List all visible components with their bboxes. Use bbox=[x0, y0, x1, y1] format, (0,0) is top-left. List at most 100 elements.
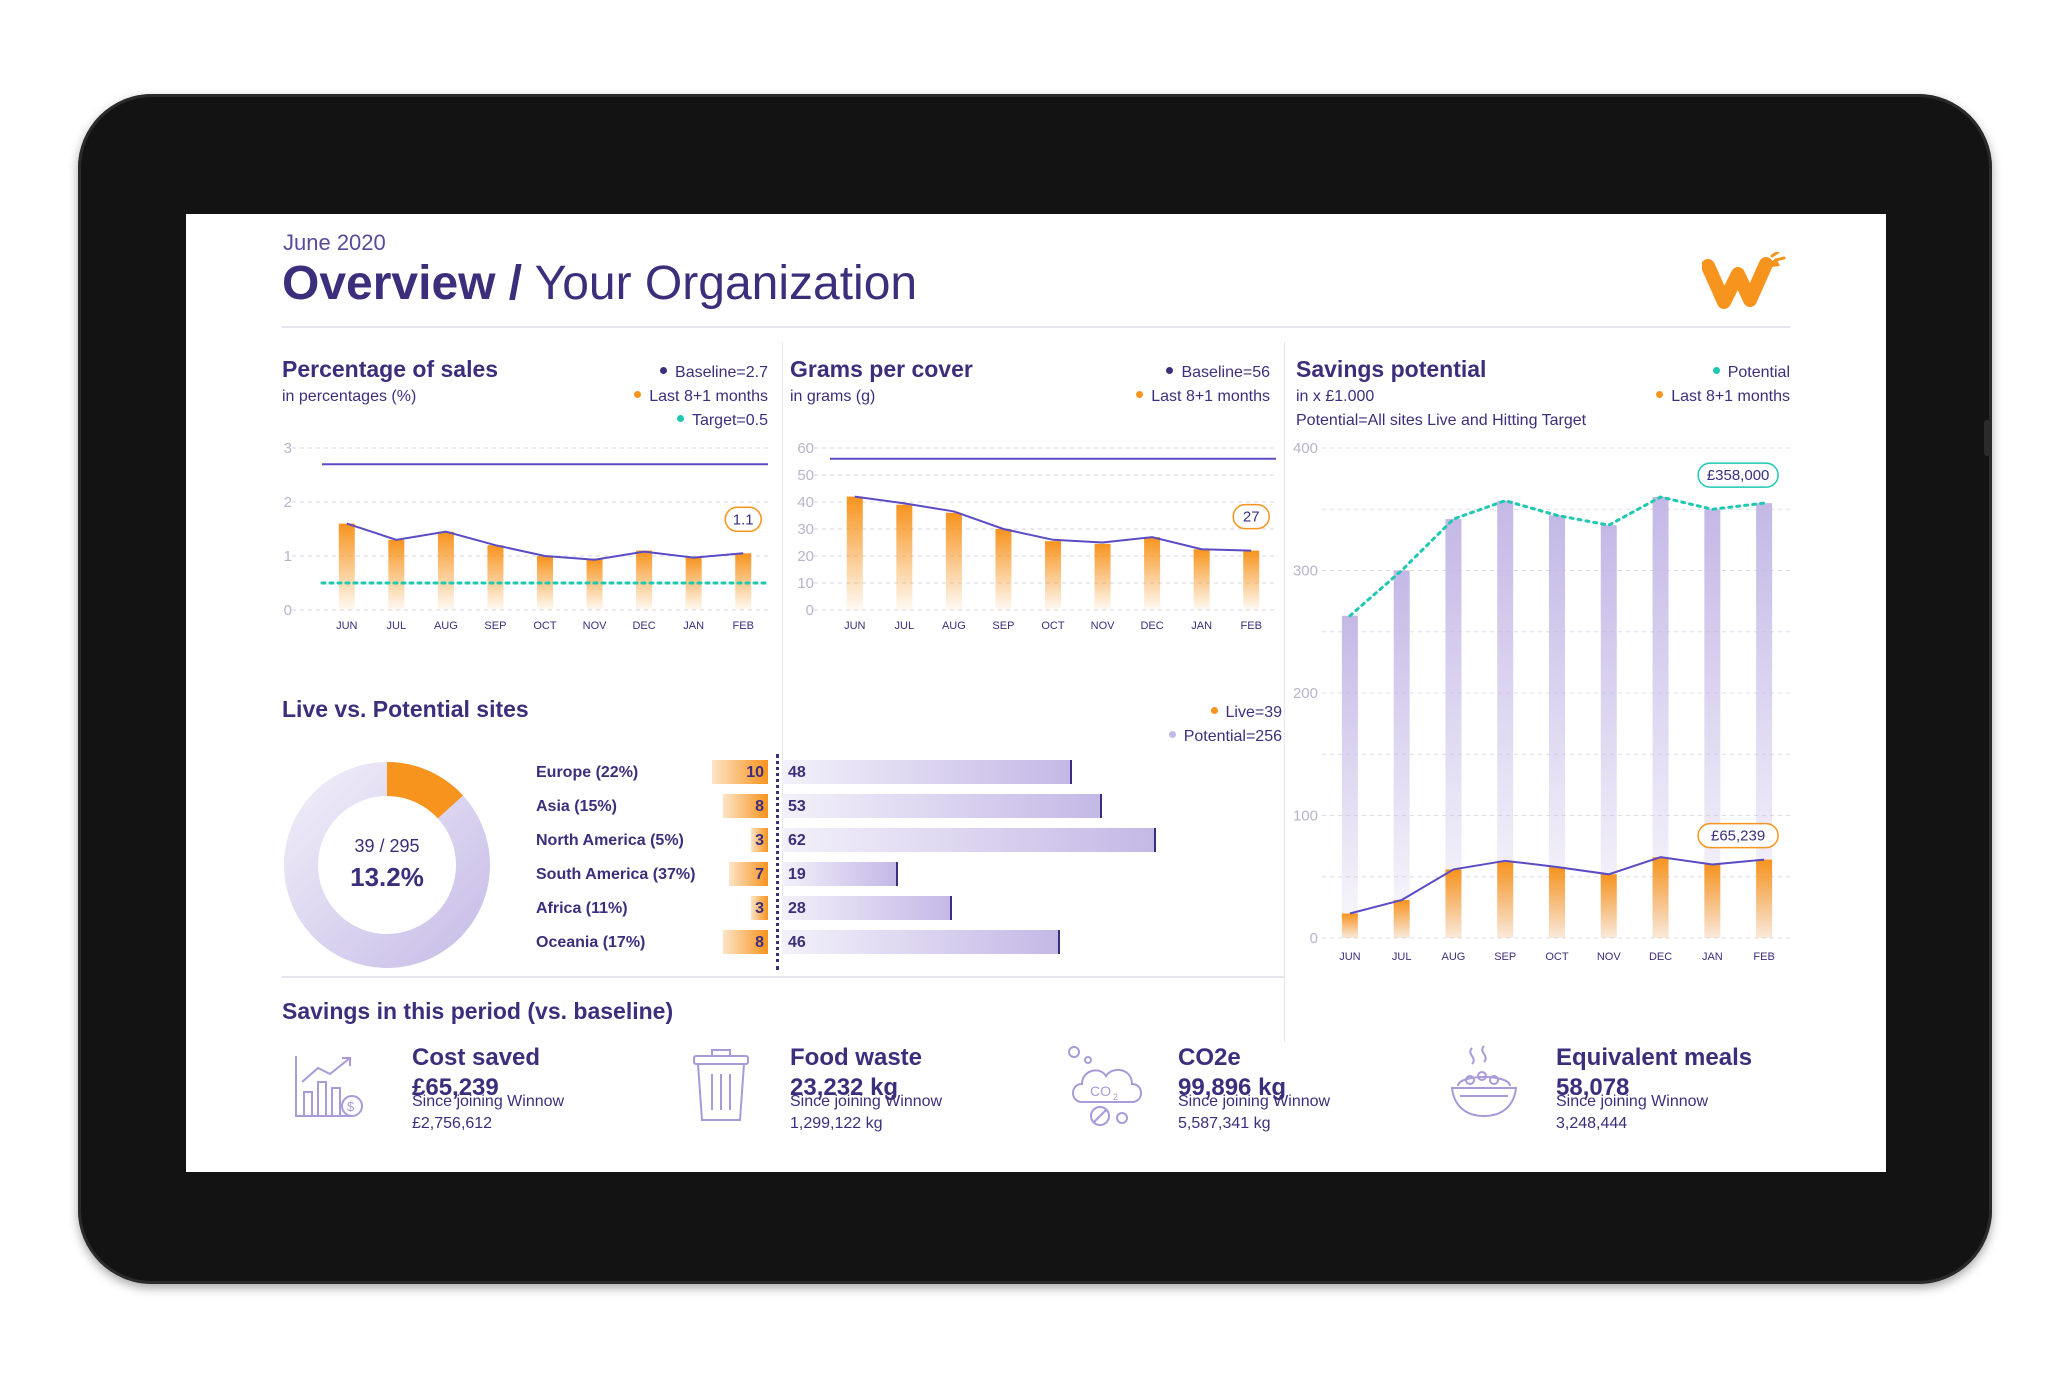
potential-value: 48 bbox=[788, 764, 806, 781]
legend-dot-icon bbox=[660, 367, 668, 375]
actual-bar bbox=[1652, 857, 1669, 938]
page-title-light: Your Organization bbox=[534, 257, 918, 310]
x-tick-label: NOV bbox=[1091, 620, 1116, 632]
logo-icon bbox=[1701, 250, 1786, 312]
x-tick-label: DEC bbox=[1649, 951, 1672, 963]
kpi-co2e: CO 2 CO2e 99,896 kg Since joining Winnow … bbox=[1066, 1044, 1446, 1154]
x-tick-label: SEP bbox=[992, 620, 1014, 632]
y-tick-label: 30 bbox=[797, 521, 814, 538]
y-tick-label: 200 bbox=[1293, 685, 1318, 702]
y-tick-label: 0 bbox=[284, 602, 292, 619]
header-divider bbox=[282, 326, 1790, 328]
kpi-cost-title: Cost saved bbox=[412, 1044, 541, 1071]
svg-text:CO: CO bbox=[1090, 1083, 1111, 1099]
savings-chart: 0 100 200 300 400 JUN JUL AUG SEP OCT NOV DEC JAN FEB… bbox=[1293, 442, 1790, 963]
potential-pill-label: £358,000 bbox=[1707, 467, 1770, 484]
kpi-co2-value: 99,896 kg bbox=[1178, 1074, 1287, 1101]
y-tick-label: 20 bbox=[797, 548, 814, 565]
live-bar bbox=[751, 828, 768, 852]
grams-subtitle: in grams (g) bbox=[790, 388, 876, 405]
bar bbox=[388, 539, 405, 610]
x-tick-label: AUG bbox=[434, 620, 458, 632]
bar bbox=[896, 504, 913, 610]
y-tick-label: 3 bbox=[284, 442, 292, 457]
sites-row: North America (5%) 3 62 bbox=[536, 828, 1276, 854]
bin-icon bbox=[693, 1049, 749, 1121]
potential-bar bbox=[782, 862, 898, 886]
x-tick-label: SEP bbox=[1494, 951, 1516, 963]
potential-value: 53 bbox=[788, 798, 806, 815]
kpi-cost-since: Since joining Winnow bbox=[412, 1093, 565, 1110]
savings-note: Potential=All sites Live and Hitting Tar… bbox=[1296, 412, 1587, 429]
y-tick-label: 400 bbox=[1293, 442, 1318, 457]
bar bbox=[1144, 537, 1161, 610]
kpi-cost-saved: $ Cost saved £65,239 Since joining Winno… bbox=[282, 1044, 662, 1154]
y-tick-label: 100 bbox=[1293, 808, 1318, 825]
kpi-waste-since: Since joining Winnow bbox=[790, 1093, 943, 1110]
svg-text:2: 2 bbox=[1113, 1092, 1118, 1102]
x-tick-label: DEC bbox=[1140, 620, 1163, 632]
sites-divider bbox=[282, 976, 1284, 978]
panel-divider-1 bbox=[782, 342, 783, 902]
savings-period-title: Savings in this period (vs. baseline) bbox=[282, 998, 674, 1024]
live-bar bbox=[728, 862, 768, 886]
potential-bar bbox=[782, 930, 1060, 954]
page-title: Overview / Your Organization bbox=[282, 256, 917, 312]
actual-line bbox=[1349, 856, 1765, 915]
y-tick-label: 2 bbox=[284, 494, 292, 511]
legend-dot-icon bbox=[1136, 391, 1144, 399]
savings-legend-last: Last 8+1 months bbox=[1656, 388, 1790, 406]
potential-value: 62 bbox=[788, 832, 806, 849]
x-tick-label: JAN bbox=[683, 620, 704, 632]
kpi-food-waste: Food waste 23,232 kg Since joining Winno… bbox=[686, 1044, 1066, 1154]
page-title-bold: Overview / bbox=[282, 257, 523, 310]
live-bar bbox=[723, 930, 768, 954]
x-tick-label: JUN bbox=[844, 620, 865, 632]
x-tick-label: AUG bbox=[1442, 951, 1466, 963]
legend-dot-icon bbox=[676, 415, 684, 423]
potential-bar bbox=[1341, 615, 1358, 938]
bar bbox=[437, 531, 454, 610]
x-tick-label: SEP bbox=[484, 620, 506, 632]
kpi-cost-value: £65,239 bbox=[412, 1074, 499, 1101]
pct-sales-legend-baseline: Baseline=2.7 bbox=[660, 364, 768, 382]
live-value: 8 bbox=[755, 934, 764, 951]
svg-text:$: $ bbox=[347, 1099, 355, 1114]
sites-row-label: Oceania (17%) bbox=[536, 934, 646, 951]
potential-bar bbox=[1652, 497, 1669, 938]
potential-pill bbox=[1697, 462, 1779, 488]
bar bbox=[945, 512, 962, 610]
trend-line bbox=[346, 522, 744, 561]
x-tick-label: FEB bbox=[733, 620, 754, 632]
kpi-meals-total: 3,248,444 bbox=[1556, 1115, 1628, 1132]
live-value: 3 bbox=[755, 832, 764, 849]
x-tick-label: JUN bbox=[336, 620, 357, 632]
potential-bar bbox=[782, 794, 1102, 818]
value-pill-label: 1.1 bbox=[733, 511, 754, 528]
grams-legend-last: Last 8+1 months bbox=[1136, 388, 1270, 406]
bar bbox=[1193, 549, 1210, 610]
legend-dot-icon bbox=[1656, 391, 1664, 399]
actual-bar bbox=[1756, 859, 1773, 938]
bar bbox=[995, 529, 1012, 610]
x-tick-label: AUG bbox=[942, 620, 966, 632]
sites-title: Live vs. Potential sites bbox=[282, 696, 529, 722]
y-tick-label: 300 bbox=[1293, 563, 1318, 580]
potential-bar bbox=[1600, 525, 1617, 938]
live-value: 7 bbox=[755, 866, 764, 883]
actual-bar bbox=[1393, 900, 1410, 938]
y-tick-label: 0 bbox=[806, 602, 814, 619]
potential-bar bbox=[1497, 500, 1514, 938]
actual-bar bbox=[1704, 864, 1721, 938]
legend-dot-icon bbox=[1712, 367, 1720, 375]
period-label: June 2020 bbox=[283, 230, 386, 255]
dashboard-screen: June 2020 Overview / Your Organization P… bbox=[186, 214, 1886, 1172]
sites-row: Africa (11%) 3 28 bbox=[536, 896, 1276, 922]
sites-legend-potential: Potential=256 bbox=[1168, 728, 1282, 746]
bar bbox=[1045, 541, 1061, 610]
bar bbox=[1243, 550, 1260, 610]
y-tick-label: 10 bbox=[797, 575, 814, 592]
actual-bar bbox=[1445, 869, 1462, 938]
live-value: 3 bbox=[755, 900, 764, 917]
cost-chart-icon: $ bbox=[295, 1056, 363, 1117]
